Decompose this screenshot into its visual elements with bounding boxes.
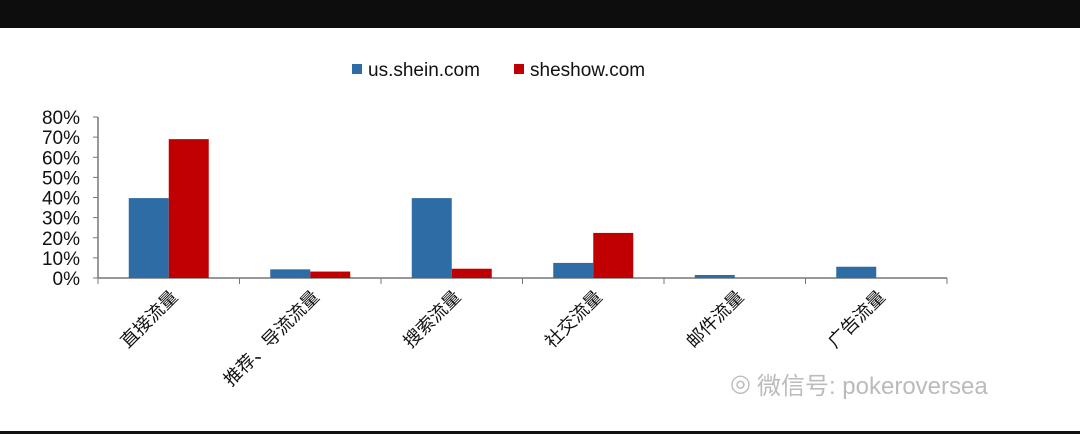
legend-label: us.shein.com <box>368 60 480 81</box>
y-tick-label: 70% <box>42 128 80 149</box>
bar-sheshow.com <box>310 271 351 278</box>
bar-us.shein.com <box>270 269 311 278</box>
bar-sheshow.com <box>451 268 492 278</box>
top-bar <box>0 0 1080 28</box>
bar-us.shein.com <box>836 266 877 278</box>
y-tick-label: 10% <box>42 249 80 270</box>
x-tick-label: 广告流量 <box>824 287 889 352</box>
bar-sheshow.com <box>593 232 634 278</box>
y-tick-label: 0% <box>53 269 81 290</box>
y-tick-label: 80% <box>42 108 80 129</box>
bar-us.shein.com <box>128 198 169 278</box>
legend-swatch <box>514 64 524 74</box>
y-tick-label: 30% <box>42 209 80 230</box>
bottom-line <box>0 431 1080 434</box>
bar-us.shein.com <box>553 262 594 278</box>
legend-label: sheshow.com <box>530 60 645 81</box>
y-tick-label: 50% <box>42 168 80 189</box>
watermark: ◎ 微信号: pokeroversea <box>730 366 988 401</box>
y-tick-label: 40% <box>42 189 80 210</box>
y-tick-label: 20% <box>42 229 80 250</box>
x-tick-label: 社交流量 <box>541 287 606 352</box>
x-tick-label: 邮件流量 <box>683 287 748 352</box>
y-tick-label: 60% <box>42 148 80 169</box>
bar-sheshow.com <box>168 139 209 278</box>
legend-swatch <box>352 64 362 74</box>
x-tick-label: 搜索流量 <box>400 287 465 352</box>
x-tick-label: 直接流量 <box>117 287 182 352</box>
wechat-icon: ◎ <box>730 370 751 397</box>
bar-us.shein.com <box>411 198 452 278</box>
x-tick-label: 推荐、导流流量 <box>220 287 323 390</box>
watermark-text: 微信号: pokeroversea <box>756 373 988 400</box>
bar-us.shein.com <box>694 274 735 278</box>
